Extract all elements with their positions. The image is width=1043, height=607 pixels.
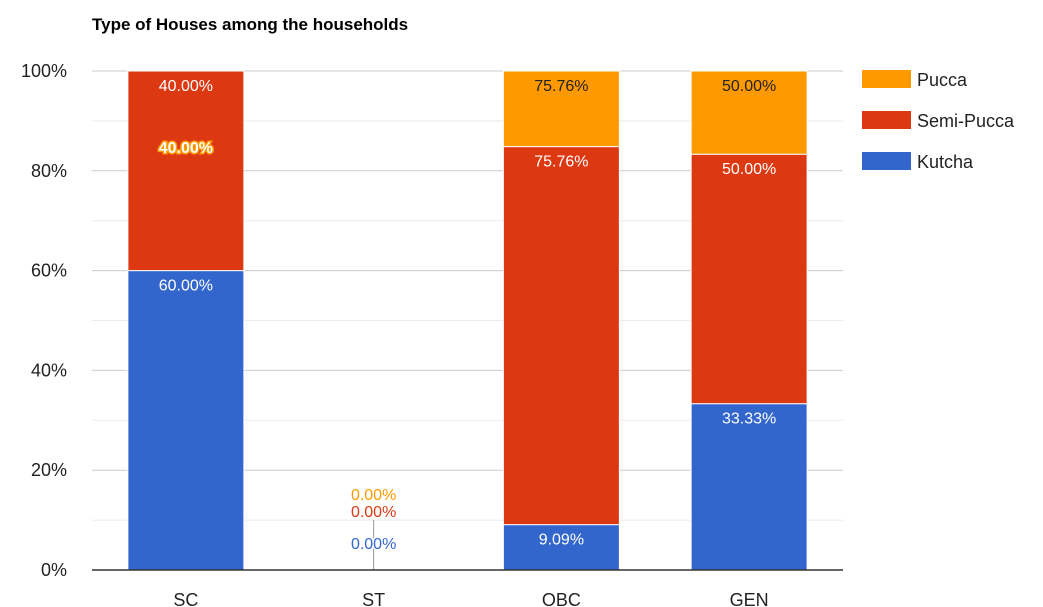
legend: Pucca Semi-Pucca Kutcha (862, 70, 1015, 172)
y-axis-ticks: 0% 20% 40% 60% 80% 100% (21, 61, 67, 580)
x-axis-categories: SC ST OBC GEN (173, 590, 768, 607)
bar-segment (502, 524, 620, 571)
bar-segment (127, 270, 245, 571)
bars (127, 70, 808, 571)
data-labels: 60.00%40.00%40.00%0.00%0.00%0.00%9.09%75… (157, 78, 776, 570)
data-label: 50.00% (722, 161, 776, 178)
bar-segment (690, 403, 808, 571)
legend-swatch (862, 152, 911, 170)
y-tick-label: 100% (21, 61, 67, 81)
y-tick-label: 20% (31, 460, 67, 480)
legend-label: Kutcha (917, 152, 974, 172)
data-label: 0.00% (351, 504, 396, 521)
y-tick-label: 40% (31, 360, 67, 380)
x-tick-label: ST (362, 590, 385, 607)
bar-segment (690, 70, 808, 155)
data-label: 60.00% (159, 278, 213, 295)
bar-segment (690, 153, 808, 405)
data-label: 40.00% (159, 140, 213, 157)
y-tick-label: 80% (31, 161, 67, 181)
bar-segment (502, 146, 620, 526)
bar-segment (502, 70, 620, 148)
data-label: 75.76% (534, 154, 588, 171)
data-label: 9.09% (539, 532, 584, 549)
data-label: 33.33% (722, 411, 776, 428)
x-tick-label: OBC (542, 590, 581, 607)
data-label: 0.00% (351, 487, 396, 504)
legend-swatch (862, 111, 911, 129)
data-label: 75.76% (534, 78, 588, 95)
y-tick-label: 60% (31, 261, 67, 281)
bar-segment (127, 70, 245, 272)
x-tick-label: SC (173, 590, 198, 607)
y-tick-label: 0% (41, 560, 67, 580)
legend-label: Pucca (917, 70, 968, 90)
legend-label: Semi-Pucca (917, 111, 1015, 131)
chart-title: Type of Houses among the households (92, 15, 408, 34)
data-label: 0.00% (351, 536, 396, 553)
data-label: 40.00% (159, 78, 213, 95)
legend-swatch (862, 70, 911, 88)
x-tick-label: GEN (730, 590, 769, 607)
data-label: 50.00% (722, 78, 776, 95)
